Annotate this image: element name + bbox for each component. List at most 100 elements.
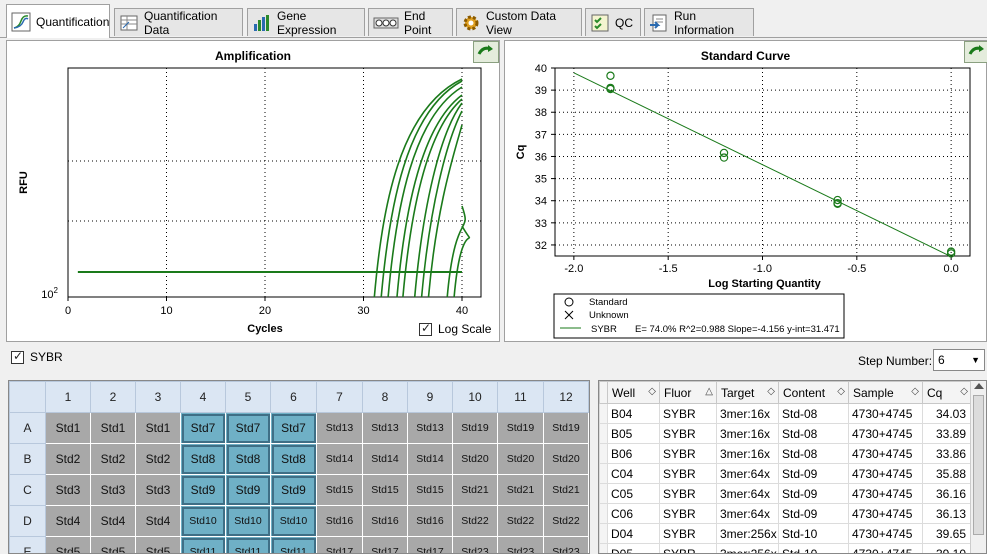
plate-row-header[interactable]: C xyxy=(9,474,46,506)
table-row[interactable]: C06 SYBR 3mer:64x Std-09 4730+4745 36.13 xyxy=(599,503,972,524)
row-selector[interactable] xyxy=(599,423,608,444)
tab-custom-data-view[interactable]: Custom Data View xyxy=(456,8,582,37)
log-scale-toggle[interactable]: Log Scale xyxy=(419,321,491,336)
plate-well[interactable]: Std11 xyxy=(270,536,317,553)
plate-well[interactable]: Std7 xyxy=(270,412,317,444)
plate-well[interactable]: Std3 xyxy=(135,474,181,506)
table-row[interactable]: B04 SYBR 3mer:16x Std-08 4730+4745 34.03 xyxy=(599,403,972,424)
row-selector[interactable] xyxy=(599,483,608,504)
sybr-checkbox[interactable] xyxy=(11,349,24,364)
sort-ascending-icon[interactable]: △ xyxy=(705,386,713,397)
plate-well[interactable]: Std20 xyxy=(543,443,589,475)
plate-column-header[interactable]: 9 xyxy=(407,381,453,413)
plate-column-header[interactable]: 5 xyxy=(225,381,271,413)
row-selector[interactable] xyxy=(599,543,608,553)
amplification-chart[interactable]: 0 10 20 30 40 102 Cycles RFU xyxy=(7,41,501,343)
plate-well[interactable]: Std16 xyxy=(362,505,408,537)
step-number-select[interactable]: 6 ▼ xyxy=(933,349,985,371)
plate-well[interactable]: Std7 xyxy=(225,412,271,444)
plate-well[interactable]: Std19 xyxy=(543,412,589,444)
refresh-standard-curve-button[interactable] xyxy=(964,41,987,63)
plate-column-header[interactable]: 4 xyxy=(180,381,226,413)
table-row[interactable]: D05 SYBR 3mer:256x Std-10 4730+4745 39.10 xyxy=(599,543,972,553)
plate-well[interactable]: Std17 xyxy=(362,536,408,553)
plate-row-header[interactable]: D xyxy=(9,505,46,537)
plate-well[interactable]: Std14 xyxy=(362,443,408,475)
sort-icon[interactable]: ◇ xyxy=(911,386,919,397)
plate-well[interactable]: Std23 xyxy=(452,536,498,553)
table-row[interactable]: C04 SYBR 3mer:64x Std-09 4730+4745 35.88 xyxy=(599,463,972,484)
plate-well[interactable]: Std8 xyxy=(225,443,271,475)
table-row[interactable]: C05 SYBR 3mer:64x Std-09 4730+4745 36.16 xyxy=(599,483,972,504)
plate-column-header[interactable]: 12 xyxy=(543,381,589,413)
sort-icon[interactable]: ◇ xyxy=(837,386,845,397)
results-scrollbar[interactable] xyxy=(970,381,986,553)
plate-well[interactable]: Std9 xyxy=(180,474,226,506)
plate-well[interactable]: Std22 xyxy=(452,505,498,537)
plate-well[interactable]: Std16 xyxy=(316,505,363,537)
scroll-thumb[interactable] xyxy=(973,395,984,535)
row-selector[interactable] xyxy=(599,523,608,544)
plate-well[interactable]: Std5 xyxy=(90,536,136,553)
column-header-sample[interactable]: Sample ◇ xyxy=(848,381,923,404)
plate-well[interactable]: Std17 xyxy=(407,536,453,553)
plate-well[interactable]: Std20 xyxy=(452,443,498,475)
column-header-cq[interactable]: Cq ◇ xyxy=(922,381,972,404)
plate-well[interactable]: Std21 xyxy=(497,474,544,506)
plate-well[interactable]: Std11 xyxy=(180,536,226,553)
plate-row-header[interactable]: E xyxy=(9,536,46,553)
sort-icon[interactable]: ◇ xyxy=(648,386,656,397)
refresh-amplification-button[interactable] xyxy=(473,41,499,63)
plate-well[interactable]: Std15 xyxy=(316,474,363,506)
plate-well[interactable]: Std23 xyxy=(543,536,589,553)
standard-point[interactable] xyxy=(606,84,615,94)
standard-curve-chart[interactable]: -2.0 -1.5 -1.0 -0.5 0.0 32 33 34 35 36 37 38 39 40 Log… xyxy=(505,41,987,343)
tab-gene-expression[interactable]: Gene Expression xyxy=(247,8,365,37)
plate-well[interactable]: Std9 xyxy=(225,474,271,506)
plate-well[interactable]: Std13 xyxy=(362,412,408,444)
plate-well[interactable]: Std21 xyxy=(452,474,498,506)
standard-point[interactable] xyxy=(606,71,615,80)
plate-well[interactable]: Std5 xyxy=(135,536,181,553)
plate-well[interactable]: Std11 xyxy=(225,536,271,553)
plate-column-header[interactable]: 8 xyxy=(362,381,408,413)
plate-well[interactable]: Std1 xyxy=(135,412,181,444)
tab-qc[interactable]: QC xyxy=(585,8,641,36)
plate-well[interactable]: Std4 xyxy=(135,505,181,537)
plate-well[interactable]: Std3 xyxy=(90,474,136,506)
plate-column-header[interactable]: 6 xyxy=(270,381,317,413)
tab-end-point[interactable]: End Point xyxy=(368,8,453,37)
plate-well[interactable]: Std16 xyxy=(407,505,453,537)
plate-row-header[interactable]: A xyxy=(9,412,46,444)
plate-well[interactable]: Std22 xyxy=(543,505,589,537)
sort-icon[interactable]: ◇ xyxy=(767,386,775,397)
plate-well[interactable]: Std10 xyxy=(270,505,317,537)
plate-column-header[interactable]: 7 xyxy=(316,381,363,413)
plate-column-header[interactable]: 3 xyxy=(135,381,181,413)
table-row[interactable]: D04 SYBR 3mer:256x Std-10 4730+4745 39.65 xyxy=(599,523,972,544)
plate-well[interactable]: Std5 xyxy=(45,536,91,553)
plate-well[interactable]: Std20 xyxy=(497,443,544,475)
standard-point[interactable] xyxy=(946,249,956,258)
plate-corner[interactable] xyxy=(9,381,46,413)
row-selector[interactable] xyxy=(599,503,608,524)
plate-well[interactable]: Std10 xyxy=(225,505,271,537)
sybr-toggle[interactable]: SYBR xyxy=(11,349,63,364)
plate-column-header[interactable]: 10 xyxy=(452,381,498,413)
plate-well[interactable]: Std4 xyxy=(45,505,91,537)
plate-well[interactable]: Std4 xyxy=(90,505,136,537)
standard-point[interactable] xyxy=(833,199,842,209)
column-header-well[interactable]: Well ◇ xyxy=(607,381,660,404)
plate-well[interactable]: Std22 xyxy=(497,505,544,537)
plate-well[interactable]: Std14 xyxy=(407,443,453,475)
plate-column-header[interactable]: 1 xyxy=(45,381,91,413)
plate-well[interactable]: Std7 xyxy=(180,412,226,444)
tab-quantification-data[interactable]: Quantification Data xyxy=(114,8,243,37)
plate-well[interactable]: Std2 xyxy=(45,443,91,475)
plate-well[interactable]: Std8 xyxy=(180,443,226,475)
plate-well[interactable]: Std3 xyxy=(45,474,91,506)
standard-point[interactable] xyxy=(719,148,729,158)
tab-run-information[interactable]: Run Information xyxy=(644,8,754,37)
plate-well[interactable]: Std10 xyxy=(180,505,226,537)
plate-well[interactable]: Std1 xyxy=(45,412,91,444)
